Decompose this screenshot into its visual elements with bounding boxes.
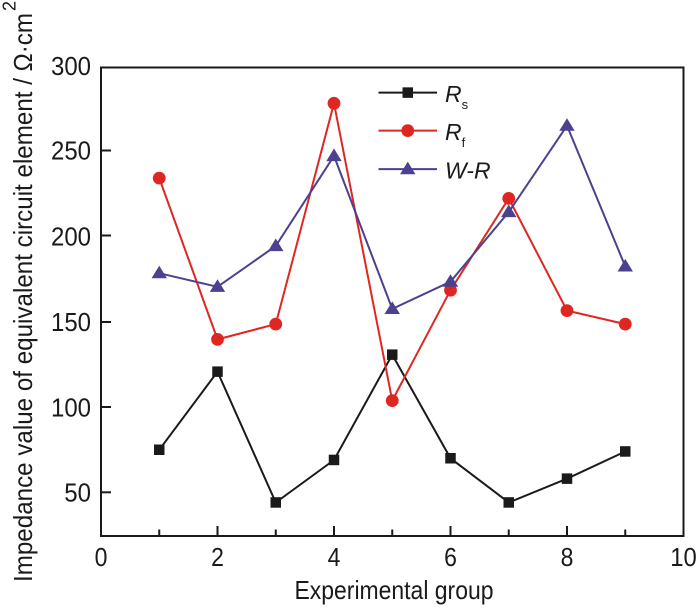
svg-text:Experimental group: Experimental group [295, 575, 494, 605]
svg-text:Rf: Rf [445, 119, 466, 150]
svg-text:10: 10 [670, 542, 697, 572]
svg-text:6: 6 [444, 542, 457, 572]
svg-text:2: 2 [211, 542, 224, 572]
svg-text:300: 300 [51, 51, 91, 81]
svg-text:W-R: W-R [445, 157, 491, 183]
svg-text:8: 8 [561, 542, 574, 572]
svg-text:200: 200 [51, 221, 91, 251]
svg-text:2: 2 [0, 1, 19, 11]
svg-text:4: 4 [328, 542, 341, 572]
svg-text:150: 150 [51, 307, 91, 337]
svg-text:50: 50 [64, 477, 91, 507]
svg-text:250: 250 [51, 135, 91, 165]
svg-text:0: 0 [95, 542, 108, 572]
svg-text:Impedance value of equivalent: Impedance value of equivalent circuit el… [8, 13, 38, 582]
svg-text:100: 100 [51, 393, 91, 423]
